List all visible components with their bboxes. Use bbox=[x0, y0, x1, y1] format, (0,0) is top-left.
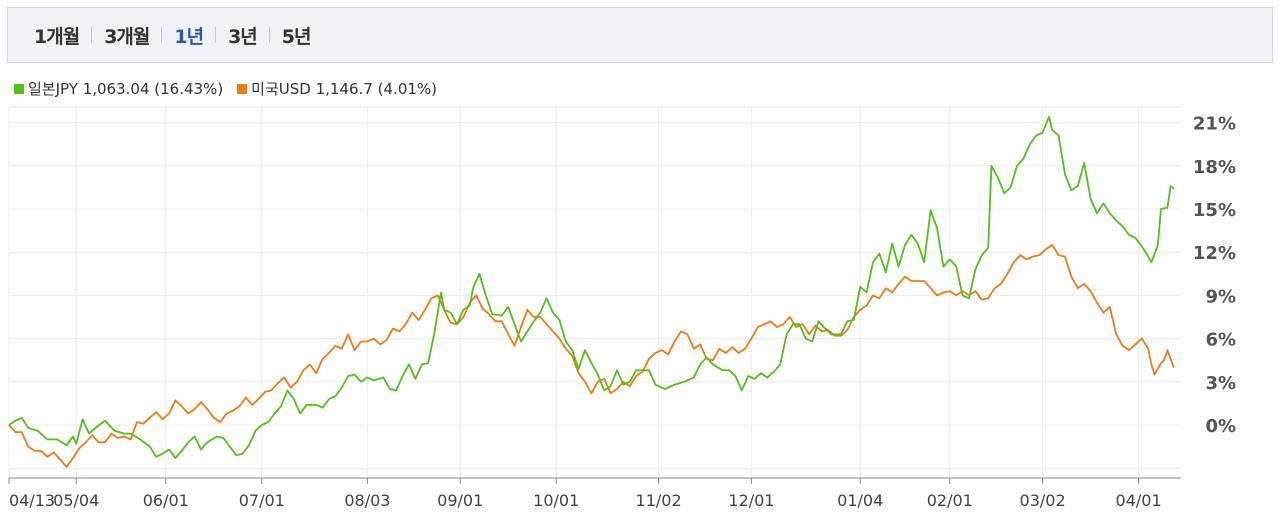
series-line-usd bbox=[8, 244, 1175, 468]
tab-5-years[interactable]: 5년 bbox=[281, 25, 312, 48]
tab-3-months[interactable]: 3개월 bbox=[104, 25, 150, 48]
y-tick-label: 0% bbox=[1205, 416, 1236, 437]
x-tick-label: 08/03 bbox=[344, 491, 390, 510]
legend-name-usd: 미국USD bbox=[251, 80, 311, 98]
series-line-jpy bbox=[8, 115, 1175, 459]
x-tick-label: 10/01 bbox=[533, 491, 579, 510]
legend-swatch-jpy bbox=[14, 83, 24, 94]
tab-1-year[interactable]: 1년 bbox=[174, 25, 204, 48]
x-tick-label: 09/01 bbox=[437, 491, 483, 510]
x-tick-label: 12/01 bbox=[728, 491, 774, 510]
tab-3-years[interactable]: 3년 bbox=[228, 25, 258, 48]
tab-divider bbox=[91, 27, 93, 43]
x-tick-label: 04/01 bbox=[1116, 491, 1162, 510]
legend-change-usd: (4.01%) bbox=[377, 79, 438, 98]
x-tick-label: 06/01 bbox=[143, 491, 189, 510]
legend-change-jpy: (16.43%) bbox=[154, 79, 224, 98]
legend-item-jpy[interactable]: 일본JPY 1,063.04 (16.43%) bbox=[14, 78, 223, 99]
chart-legend: 일본JPY 1,063.04 (16.43%) 미국USD 1,146.7 (4… bbox=[14, 78, 451, 99]
legend-swatch-usd bbox=[237, 83, 248, 94]
y-tick-label: 21% bbox=[1193, 114, 1236, 135]
tab-1-month[interactable]: 1개월 bbox=[34, 25, 80, 48]
y-tick-label: 6% bbox=[1205, 330, 1236, 351]
x-tick-label: 04/13 bbox=[9, 491, 55, 510]
x-tick-label: 03/02 bbox=[1020, 491, 1066, 510]
x-tick-label: 07/01 bbox=[239, 491, 285, 510]
tab-divider bbox=[268, 27, 270, 43]
period-toolbar: 1개월 3개월 1년 3년 5년 bbox=[7, 7, 1273, 63]
y-tick-label: 15% bbox=[1193, 200, 1236, 221]
tab-divider bbox=[215, 27, 217, 43]
y-tick-label: 9% bbox=[1205, 286, 1236, 307]
chart-series bbox=[8, 115, 1175, 468]
x-tick-label: 02/01 bbox=[927, 491, 973, 510]
x-tick-label: 01/04 bbox=[837, 491, 883, 510]
legend-value-jpy: 1,063.04 bbox=[82, 79, 150, 98]
x-tick-label: 05/04 bbox=[53, 491, 99, 510]
chart-grid bbox=[8, 106, 1181, 478]
y-tick-label: 18% bbox=[1193, 157, 1236, 178]
legend-value-usd: 1,146.7 bbox=[315, 79, 373, 98]
legend-name-jpy: 일본JPY bbox=[28, 80, 78, 98]
legend-item-usd[interactable]: 미국USD 1,146.7 (4.01%) bbox=[237, 78, 437, 99]
tab-divider bbox=[161, 27, 163, 43]
x-tick-label: 11/02 bbox=[636, 491, 682, 510]
y-tick-label: 3% bbox=[1205, 373, 1236, 394]
y-tick-label: 12% bbox=[1193, 243, 1236, 264]
